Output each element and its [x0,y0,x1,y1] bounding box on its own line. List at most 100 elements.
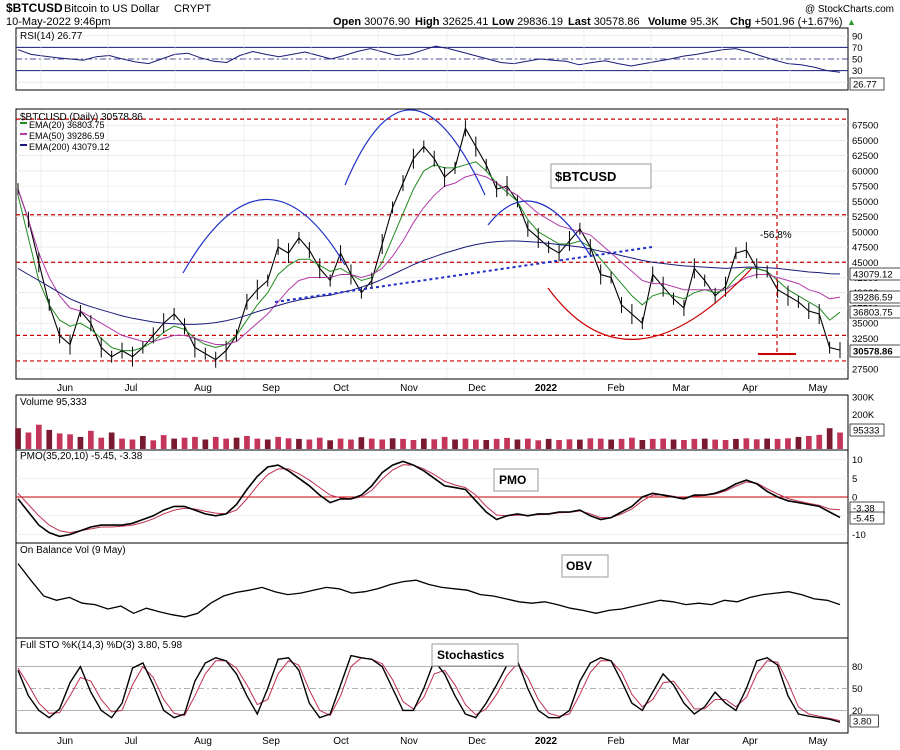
volume-bar [785,438,791,449]
price-title: $BTCUSD (Daily) 30578.86 [20,112,143,123]
left-shoulder-arc [182,198,346,274]
volume-bar [743,438,750,449]
price-tick: 47500 [852,243,878,254]
x-axis-bottom-label: Aug [194,736,212,747]
quote-last: Last 30578.86 [568,16,640,28]
x-axis-top-label: Jun [57,383,73,394]
security-name: Bitcoin to US Dollar [64,3,160,15]
x-axis-bottom-label: Mar [672,736,690,747]
volume-bar [597,438,604,449]
volume-tick: 200K [852,410,875,421]
price-tick: 65000 [852,136,878,147]
price-badge-1-box [849,290,900,304]
ticker-label: $BTCUSD [555,169,616,184]
price-badge-1: 39286.59 [853,293,893,304]
legend-ema50: EMA(50) 39286.59 [29,131,105,141]
sto-title: Full STO %K(14,3) %D(3) 3.80, 5.98 [20,640,183,651]
rsi-tick: 90 [852,31,863,42]
pmo-label-box [493,468,539,492]
volume-bar [233,437,240,449]
exchange: CRYPT [174,3,211,15]
volume-bar [639,440,646,449]
x-axis-bottom: Jun Jul Aug Sep Oct Nov Dec 2022 Feb Mar Apr May [57,736,828,747]
x-axis-bottom-label: Jul [125,736,138,747]
volume-bar [410,440,417,449]
volume-bar [712,439,718,449]
rsi-title: RSI(14) 26.77 [20,31,83,42]
legend-swatch-ema200 [20,144,27,146]
sto-label: Stochastics [437,648,505,662]
volume-bar [15,428,21,449]
sto-tick: 50 [852,684,863,695]
volume-bar [212,436,219,449]
volume-bar [25,432,32,449]
x-axis-bottom-label: Apr [742,736,758,747]
volume-bar [202,439,209,449]
volume-bar [327,440,333,449]
rsi-tick: 30 [852,66,863,77]
x-axis-bottom-label: Nov [400,736,418,747]
ema200-line [17,240,841,325]
obv-panel [15,542,849,639]
rounded-bottom-arc [547,267,753,340]
copyright: @ StockCharts.com [805,4,894,15]
sto-tick: 20 [852,706,863,717]
legend-swatch-ema20 [20,122,27,124]
volume-bar [223,438,229,449]
volume-bar [816,434,823,449]
volume-layer: 300K200K100K95333 [15,393,885,449]
quote-volume: Volume 95.3K [648,16,719,28]
volume-bar [98,437,105,449]
x-axis-top-label: Jul [125,383,138,394]
volume-bar [254,438,261,449]
price-badge-0: 43079.12 [853,270,893,281]
sto-tick: 80 [852,662,863,673]
volume-bar [462,438,469,449]
x-axis-top-label: Apr [742,383,758,394]
head-arc [344,109,486,196]
price-badge-2: 36803.75 [853,308,893,319]
volume-bar [56,433,63,449]
obv-layer: OBV [17,554,841,618]
x-axis-top-label: Mar [672,383,690,394]
quote-high: High 32625.41 [415,16,488,28]
volume-bar [483,440,490,449]
volume-bar [608,439,614,449]
volume-bar [441,436,448,449]
x-axis-top-label: Oct [333,383,349,394]
volume-bar [36,424,42,449]
pmo-tick: 0 [852,493,857,504]
x-axis-top: Jun Jul Aug Sep Oct Nov Dec 2022 Feb Mar Apr May [57,383,828,394]
rsi-line [17,45,841,73]
price-tick: 50000 [852,227,878,238]
pmo-label: PMO [499,473,526,487]
quote-chg: Chg +501.96 (+1.67%) [730,16,843,28]
quote-low: Low 29836.19 [492,16,563,28]
volume-bar [473,439,479,449]
volume-bar [192,436,198,449]
volume-bar [88,430,94,449]
x-axis-bottom-label: 2022 [535,736,558,747]
volume-bar [306,439,313,449]
volume-bar [566,439,573,449]
volume-last-badge-box [849,423,885,437]
volume-bar [275,436,281,449]
volume-bar [296,438,302,449]
price-tick: 32500 [852,334,878,345]
x-axis-top-label: Aug [194,383,212,394]
volume-bar [795,436,802,449]
volume-bar [337,438,344,449]
symbol: $BTCUSD [6,1,63,15]
x-axis-bottom-label: Dec [468,736,486,747]
x-axis-bottom-label: May [809,736,828,747]
obv-title: On Balance Vol (9 May) [20,545,126,556]
volume-bar [244,436,250,449]
pmo-title: PMO(35,20,10) -5.45, -3.38 [20,451,143,462]
legend-ema20: EMA(20) 36803.75 [29,120,105,130]
volume-bar [171,438,177,449]
up-arrow-icon: ▲ [847,17,856,27]
x-axis-top-label: Feb [607,383,625,394]
